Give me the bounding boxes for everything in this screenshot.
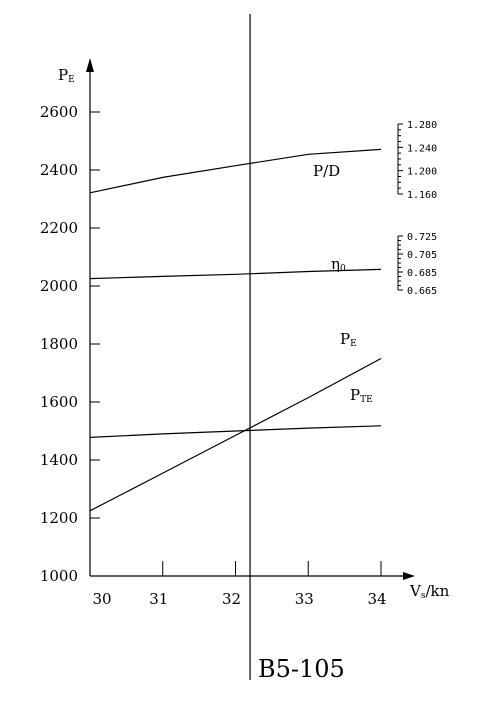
y-axis-arrow-icon [86, 58, 94, 72]
x-axis-label: Vs/kn [409, 582, 450, 601]
eta-scale-label: 0.725 [407, 232, 437, 243]
pd-scale-label: 1.240 [407, 143, 437, 154]
eta-scale: 0.725 0.705 0.685 0.665 [397, 232, 437, 297]
series-line-eta [89, 268, 382, 280]
pd-scale-label: 1.200 [407, 167, 437, 178]
series-line-pte [89, 425, 382, 438]
pd-scale-label: 1.160 [407, 190, 437, 201]
x-tick-label: 34 [367, 590, 386, 608]
series-line-pd [89, 148, 382, 194]
y-tick-label: 1600 [40, 393, 78, 411]
series-label-eta: η0 [331, 255, 346, 274]
pd-scale: 1.280 1.240 1.200 1.160 [397, 120, 437, 201]
x-tick-label: 33 [295, 590, 314, 608]
pd-scale-label: 1.280 [407, 120, 437, 131]
y-tick-label: 1400 [40, 451, 78, 469]
series-label-pe: PE [340, 330, 357, 349]
series-line-pe [89, 357, 382, 512]
y-tick-label: 1200 [40, 509, 78, 527]
x-tick-label: 32 [222, 590, 241, 608]
eta-scale-label: 0.665 [407, 286, 437, 297]
y-tick-label: 2200 [40, 219, 78, 237]
y-tick-label: 2400 [40, 161, 78, 179]
series-label-pte: PTE [350, 386, 373, 405]
eta-scale-label: 0.685 [407, 268, 437, 279]
y-tick-label: 1000 [40, 567, 78, 585]
y-axis-label: PE [58, 66, 75, 85]
series-label-pd: P/D [313, 162, 340, 180]
series-lines [89, 148, 382, 512]
y-tick-label: 1800 [40, 335, 78, 353]
y-ticks: 1000 1200 1400 1600 1800 2000 2200 2400 2600 [40, 103, 100, 585]
y-tick-label: 2600 [40, 103, 78, 121]
chart-caption: B5-105 [258, 655, 345, 683]
x-tick-label: 30 [92, 590, 111, 608]
x-ticks: 30 31 32 33 34 [92, 561, 387, 608]
y-tick-label: 2000 [40, 277, 78, 295]
eta-scale-label: 0.705 [407, 250, 437, 261]
x-tick-label: 31 [149, 590, 168, 608]
x-axis-arrow-icon [403, 572, 415, 580]
